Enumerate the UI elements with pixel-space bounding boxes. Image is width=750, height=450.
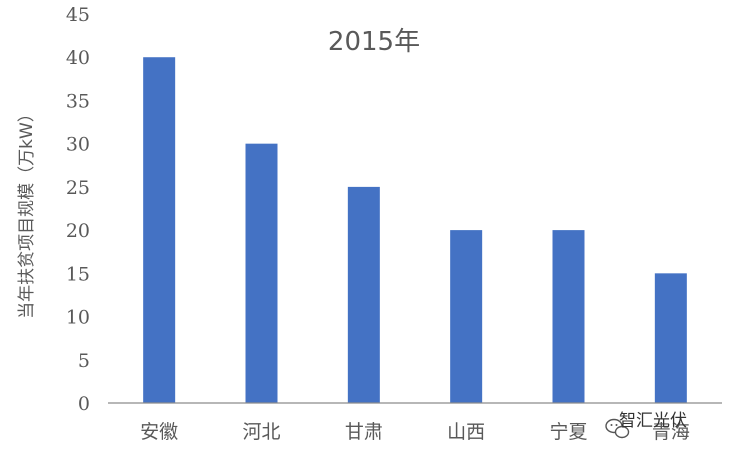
wechat-icon (605, 418, 630, 439)
y-tick-label: 0 (78, 393, 90, 415)
y-tick-label: 25 (66, 177, 90, 199)
x-tick-label: 安徽 (140, 421, 178, 443)
bar (143, 57, 176, 403)
bar (654, 273, 687, 403)
y-axis-label: 当年扶贫项目规模（万kW） (17, 105, 37, 319)
x-tick-label: 青海 (652, 421, 690, 443)
y-axis-ticks: 0 5 10 15 20 25 30 35 40 45 (66, 4, 90, 415)
y-tick-label: 35 (66, 90, 90, 112)
y-tick-label: 30 (66, 134, 90, 156)
chart-title: 2015年 (328, 27, 420, 57)
y-tick-label: 10 (66, 307, 90, 329)
bar-series (143, 57, 687, 403)
bar (552, 230, 585, 403)
x-tick-label: 山西 (447, 421, 485, 443)
y-tick-label: 40 (66, 47, 90, 69)
x-tick-label: 甘肃 (345, 421, 383, 443)
bar (347, 186, 380, 403)
watermark: 智汇光伏 (605, 411, 687, 439)
bar (245, 143, 278, 403)
y-tick-label: 45 (66, 4, 90, 26)
y-tick-label: 20 (66, 220, 90, 242)
y-tick-label: 15 (66, 263, 90, 285)
bar (450, 230, 483, 403)
x-tick-label: 宁夏 (549, 421, 587, 443)
x-axis-labels: 安徽 河北 甘肃 山西 宁夏 青海 (140, 421, 690, 443)
x-tick-label: 河北 (242, 421, 280, 443)
watermark-text: 智汇光伏 (619, 411, 687, 431)
y-tick-label: 5 (78, 350, 90, 372)
